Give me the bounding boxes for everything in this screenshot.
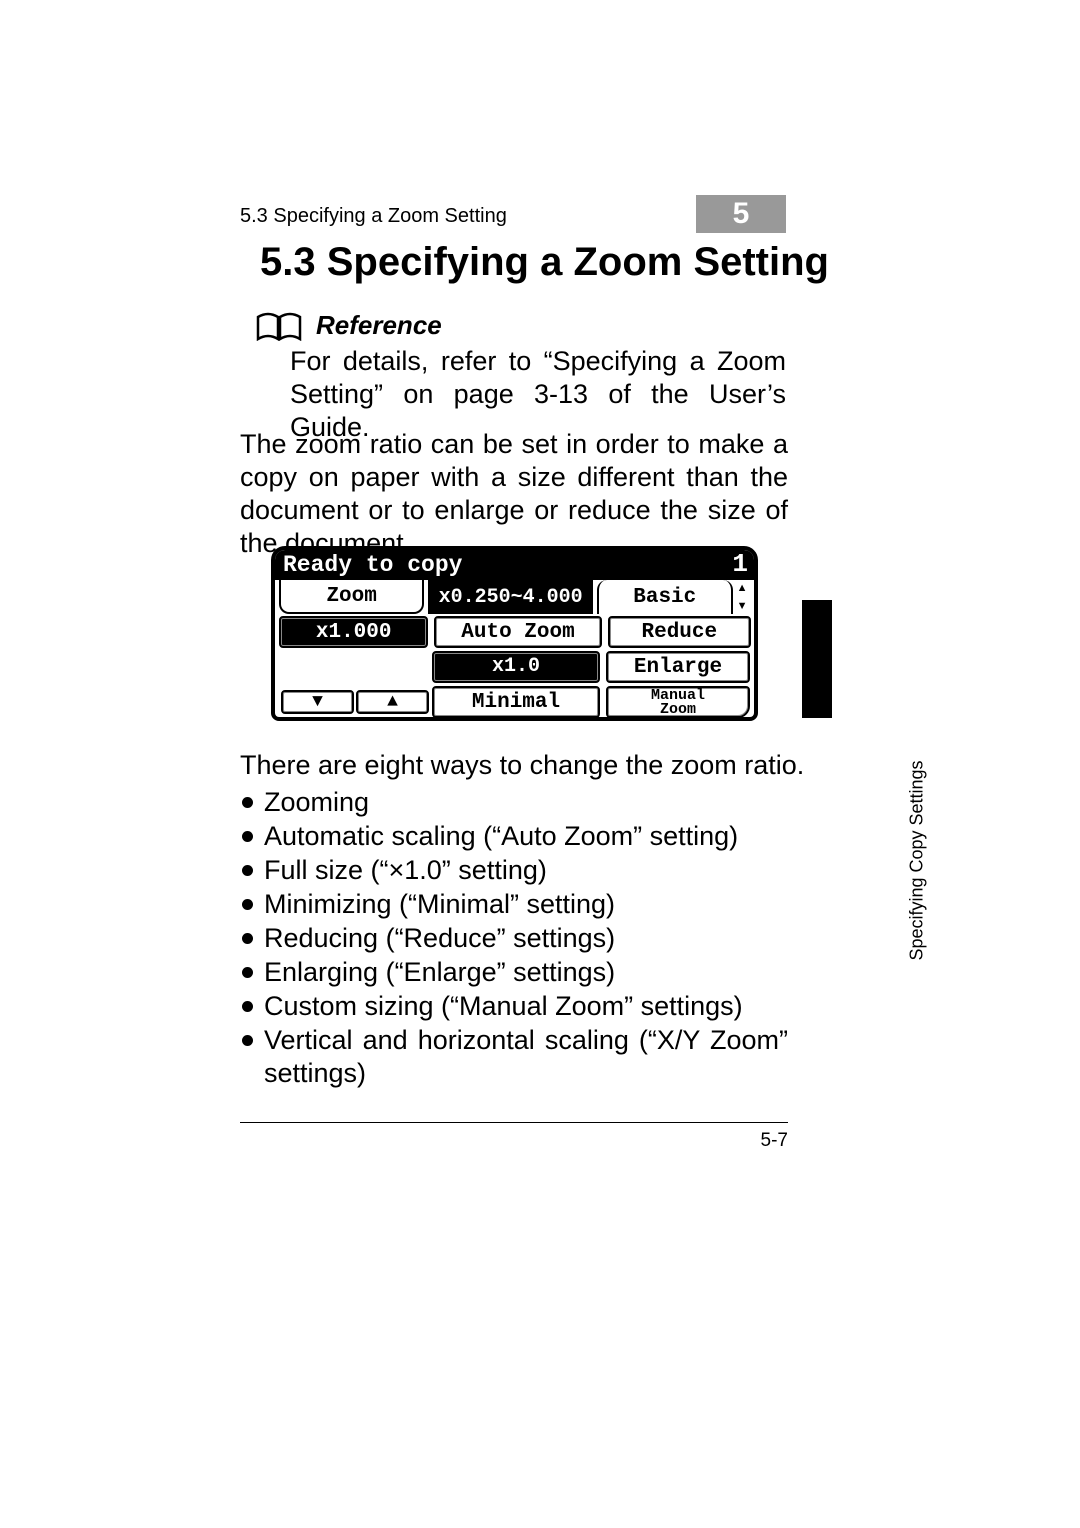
ways-list: Zooming Automatic scaling (“Auto Zoom” s… <box>240 786 788 1090</box>
lcd-enlarge-button[interactable]: Enlarge <box>606 651 750 683</box>
lcd-panel: Ready to copy 1 Zoom x0.250~4.000 Basic … <box>271 546 758 721</box>
triangle-up-icon: ▲ <box>387 692 398 712</box>
reference-label: Reference <box>316 310 442 341</box>
ways-intro: There are eight ways to change the zoom … <box>240 750 804 781</box>
lcd-spacer <box>275 650 429 684</box>
lcd-x1-button[interactable]: x1.0 <box>432 651 600 683</box>
ways-item: Automatic scaling (“Auto Zoom” setting) <box>240 820 788 853</box>
running-head: 5.3 Specifying a Zoom Setting <box>240 205 507 228</box>
lcd-minimal-button[interactable]: Minimal <box>432 686 600 718</box>
section-title: 5.3 Specifying a Zoom Setting <box>260 240 829 285</box>
intro-text: The zoom ratio can be set in order to ma… <box>240 428 788 560</box>
lcd-range-label: x0.250~4.000 <box>428 580 593 614</box>
footer-rule <box>240 1122 788 1123</box>
ways-item: Zooming <box>240 786 788 819</box>
lcd-manual-line2: Zoom <box>660 703 696 717</box>
lcd-stepper[interactable]: ▼ ▲ <box>281 685 429 719</box>
lcd-step-down-button[interactable]: ▼ <box>281 690 354 714</box>
reference-block: Reference For details, refer to “Specify… <box>256 310 786 444</box>
side-tab-section: Specifying Copy Settings <box>907 760 928 960</box>
ways-item: Vertical and horizontal scaling (“X/Y Zo… <box>240 1024 788 1090</box>
lcd-manual-zoom-button[interactable]: Manual Zoom <box>606 686 750 718</box>
ways-item: Reducing (“Reduce” settings) <box>240 922 788 955</box>
triangle-down-icon: ▼ <box>312 692 323 712</box>
side-tab-black <box>802 600 832 718</box>
scroll-down-icon[interactable]: ▼ <box>737 600 754 612</box>
side-tab-chapter: Chapter 5 <box>846 630 867 709</box>
lcd-status-bar: Ready to copy 1 <box>275 550 754 580</box>
ways-item: Enlarging (“Enlarge” settings) <box>240 956 788 989</box>
book-icon <box>256 311 302 341</box>
reference-heading: Reference <box>256 310 786 341</box>
lcd-current-zoom[interactable]: x1.000 <box>279 616 428 648</box>
ways-item: Custom sizing (“Manual Zoom” settings) <box>240 990 788 1023</box>
side-tab: Chapter 5 Specifying Copy Settings <box>802 600 832 930</box>
lcd-scroll-arrows[interactable]: ▲ ▼ <box>737 580 754 614</box>
ways-item: Minimizing (“Minimal” setting) <box>240 888 788 921</box>
lcd-auto-zoom-button[interactable]: Auto Zoom <box>434 616 601 648</box>
page: 5.3 Specifying a Zoom Setting 5 5.3 Spec… <box>0 0 1080 1528</box>
lcd-tab-zoom[interactable]: Zoom <box>279 580 424 614</box>
ways-item: Full size (“×1.0” setting) <box>240 854 788 887</box>
lcd-copy-count: 1 <box>732 549 748 579</box>
lcd-tab-basic[interactable]: Basic <box>597 580 733 614</box>
lcd-reduce-button[interactable]: Reduce <box>608 616 751 648</box>
lcd-step-up-button[interactable]: ▲ <box>356 690 429 714</box>
page-number: 5-7 <box>761 1130 788 1152</box>
chapter-badge: 5 <box>696 195 786 233</box>
scroll-up-icon[interactable]: ▲ <box>737 582 754 594</box>
lcd-status-text: Ready to copy <box>283 552 462 578</box>
